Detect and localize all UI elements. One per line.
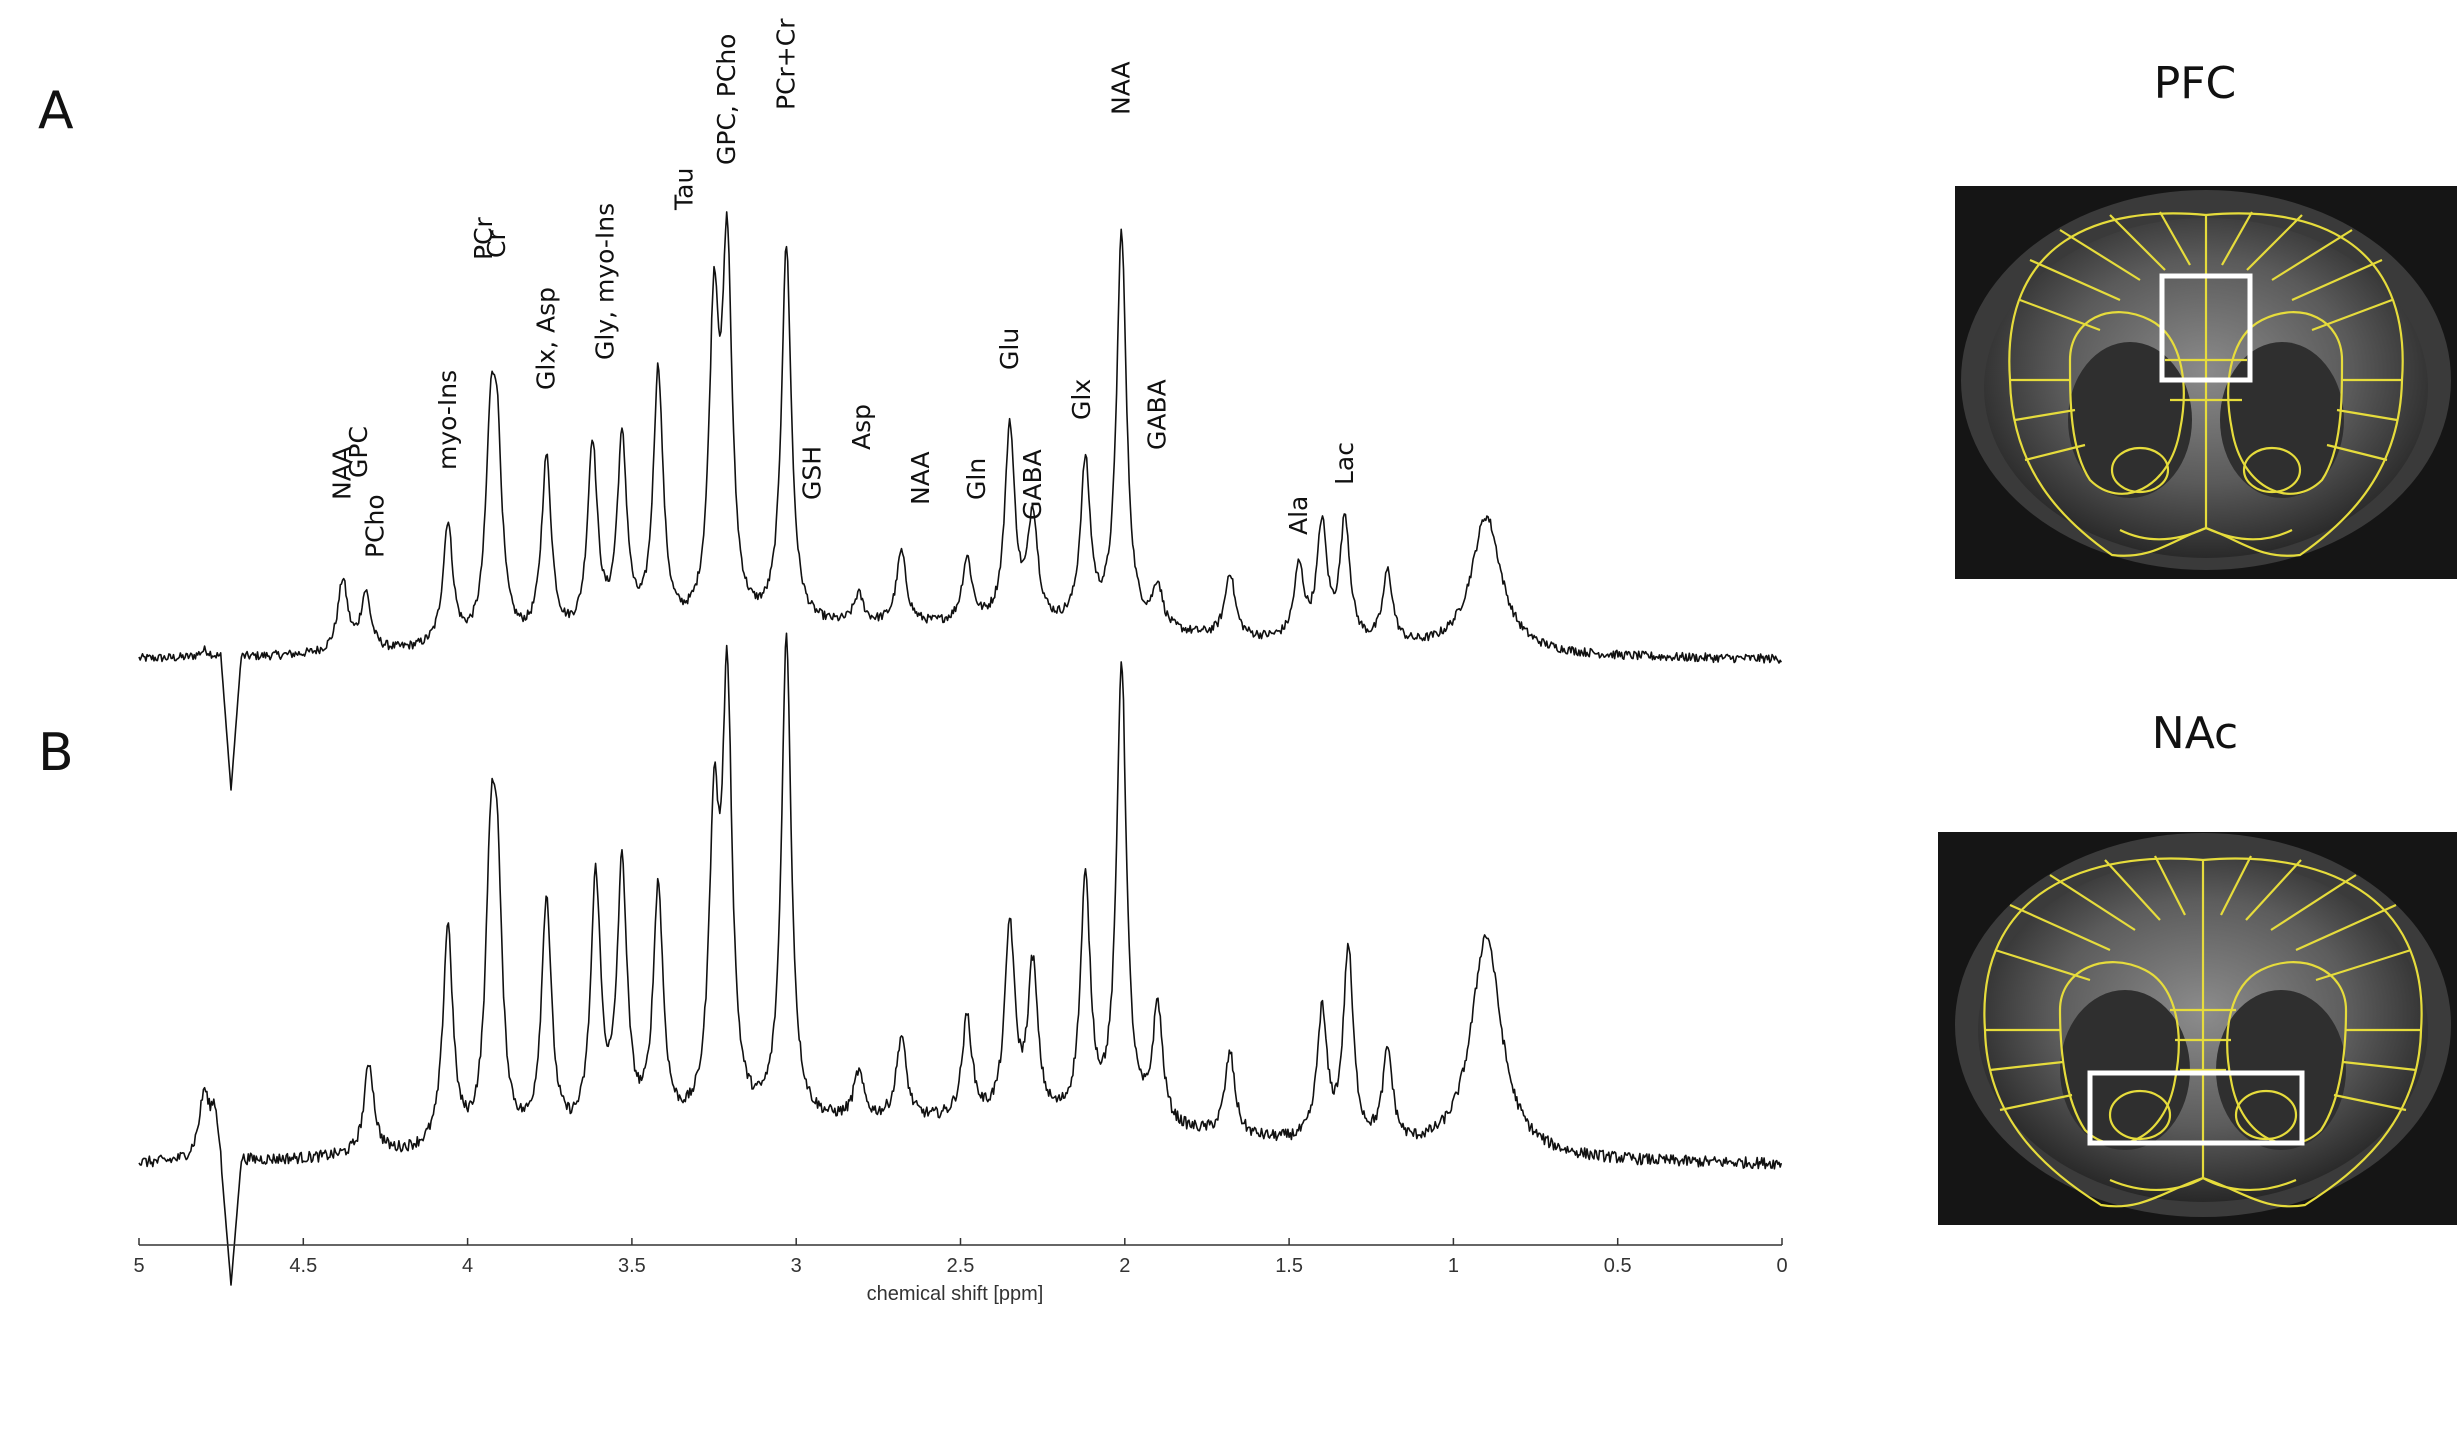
peak-label: myo-Ins — [433, 370, 462, 470]
peak-label: Lac — [1330, 442, 1359, 485]
x-tick-label: 0.5 — [1604, 1255, 1632, 1277]
peak-label: Gln — [962, 458, 991, 500]
peak-label: Glu — [995, 328, 1024, 370]
x-tick-label: 5 — [133, 1255, 144, 1277]
peak-label: NAA — [328, 446, 357, 500]
x-axis-title: chemical shift [ppm] — [867, 1283, 1044, 1305]
pfc-roi-box — [2159, 273, 2253, 383]
spectrum-a-line — [138, 211, 1783, 791]
peak-label: GPC, PCho — [712, 34, 741, 165]
x-tick-label: 1.5 — [1275, 1255, 1303, 1277]
peak-label: GABA — [1018, 449, 1047, 520]
x-tick-label: 2.5 — [947, 1255, 975, 1277]
x-tick-label: 3 — [791, 1255, 802, 1277]
panel-letter-a: A — [38, 81, 74, 141]
x-axis: 5 4.5 4 3.5 3 2.5 2 1.5 1 0.5 0 — [133, 1238, 1788, 1277]
peak-label: NAA — [906, 451, 935, 505]
x-tick-label: 2 — [1119, 1255, 1130, 1277]
x-tick-label: 4 — [462, 1255, 473, 1277]
x-tick-label: 0 — [1776, 1255, 1787, 1277]
spectrum-b-line — [138, 632, 1783, 1286]
nac-atlas-overlay — [1983, 855, 2423, 1208]
peak-label: PCr+Cr — [771, 18, 800, 110]
x-tick-label: 3.5 — [618, 1255, 646, 1277]
panel-letter-b: B — [38, 723, 74, 783]
pfc-atlas-overlay — [2008, 211, 2404, 557]
peak-label: Glx — [1067, 379, 1096, 420]
peak-label: Cr — [482, 230, 511, 258]
nac-roi-box — [2087, 1070, 2305, 1146]
peak-label: GABA — [1143, 379, 1172, 450]
pfc-mri-image — [1955, 186, 2457, 579]
peak-label: Gly, myo-Ins — [591, 203, 620, 360]
peak-label: NAA — [1107, 61, 1136, 115]
peak-label: PCho — [361, 494, 390, 558]
region-title-nac: NAc — [2152, 708, 2238, 759]
peak-label: Ala — [1284, 496, 1313, 535]
peak-label: Glx, Asp — [532, 287, 561, 390]
peak-label: PCr — [469, 216, 498, 260]
peak-label: GPC — [344, 426, 373, 478]
x-tick-label: 1 — [1448, 1255, 1459, 1277]
peak-label: Tau — [670, 168, 699, 211]
nac-mri-image — [1938, 832, 2457, 1225]
region-title-pfc: PFC — [2154, 58, 2237, 109]
peak-label: GSH — [798, 446, 827, 500]
peak-label: Asp — [847, 404, 876, 450]
x-tick-label: 4.5 — [289, 1255, 317, 1277]
